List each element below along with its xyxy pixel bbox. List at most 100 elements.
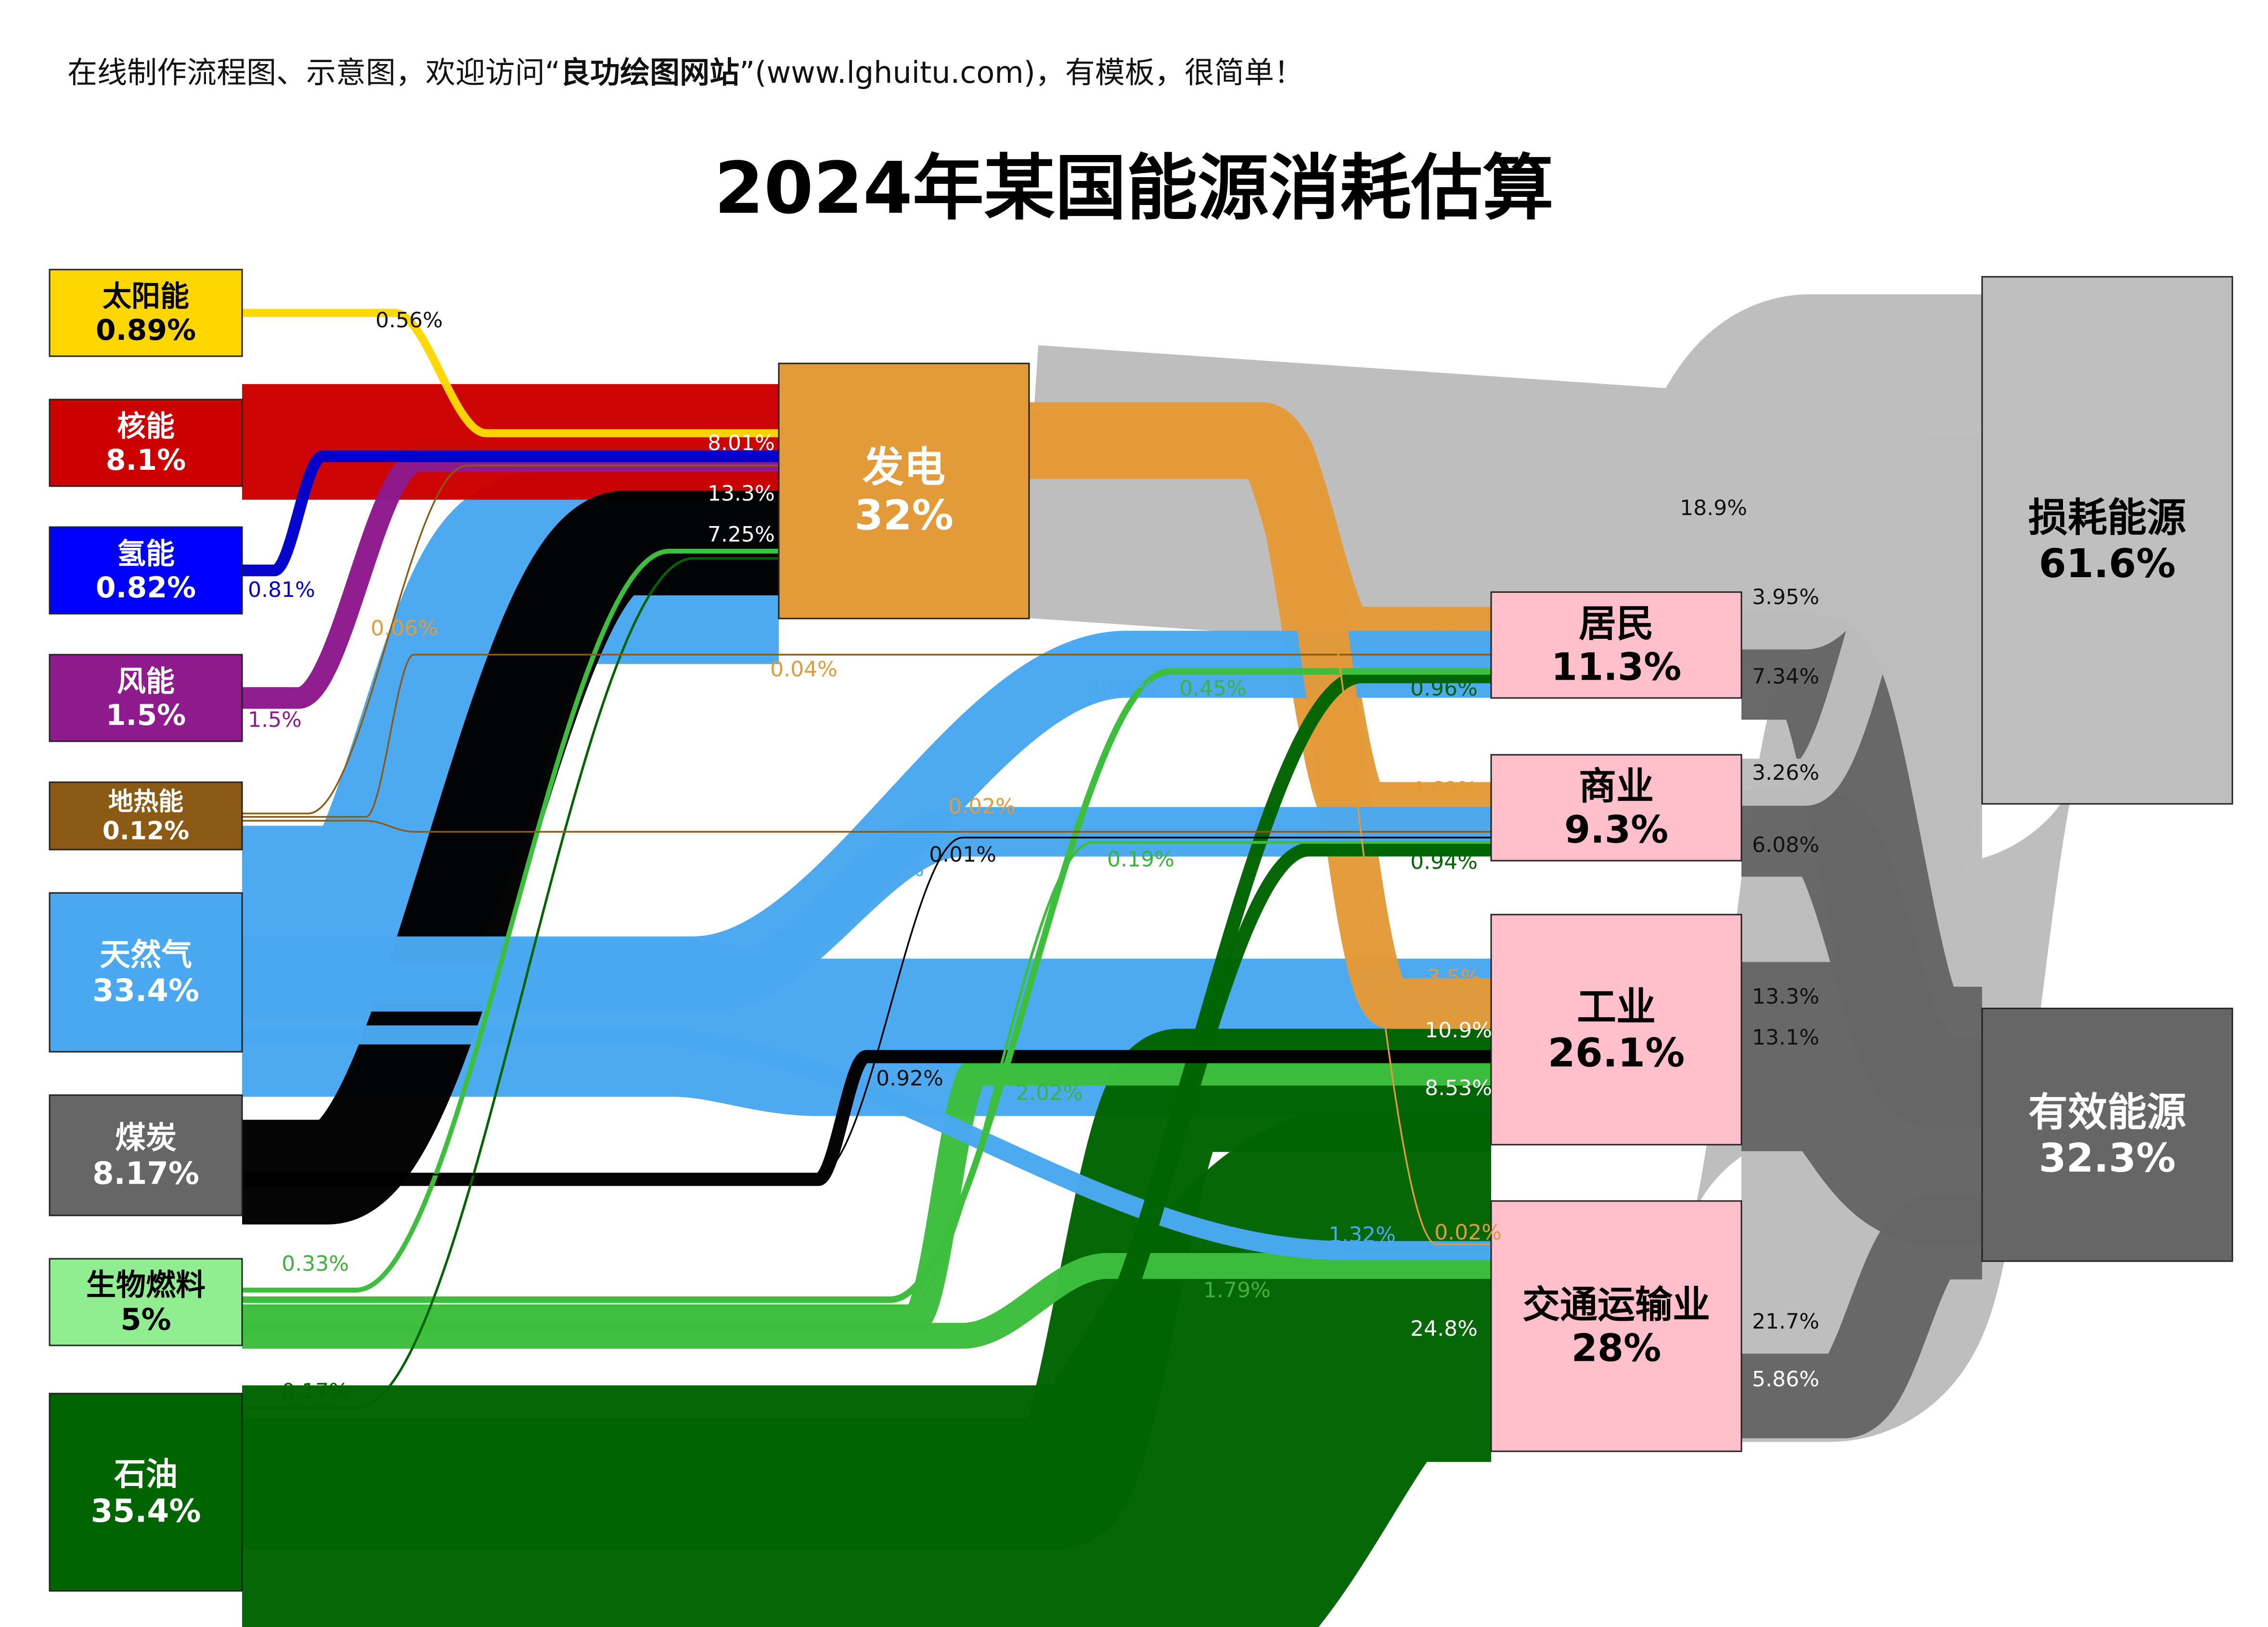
flow-label-res-useful: 7.34% xyxy=(1752,664,1819,689)
flow-label-coal-ind: 0.92% xyxy=(876,1066,943,1091)
node-label-com: 商业 xyxy=(1579,765,1654,808)
node-label-oil: 石油 xyxy=(114,1456,178,1493)
flow-label-trans-loss: 21.7% xyxy=(1752,1309,1819,1334)
flow-label-solar-power: 0.56% xyxy=(375,308,443,333)
node-hydrogen: 氢能0.82% xyxy=(49,526,243,615)
node-box-trans xyxy=(1490,1200,1742,1452)
flow-oil-power xyxy=(242,557,779,1409)
flow-label-geo-power: 0.06% xyxy=(371,616,438,641)
flow-bio-power xyxy=(242,549,779,1292)
node-box-loss xyxy=(1981,276,2233,805)
node-value-gas: 33.4% xyxy=(92,973,199,1009)
node-label-coal: 煤炭 xyxy=(115,1120,177,1156)
node-value-useful: 32.3% xyxy=(2039,1136,2176,1181)
flow-com-useful xyxy=(1741,788,1982,1127)
flow-power-ind xyxy=(1029,427,1491,1029)
node-label-solar: 太阳能 xyxy=(103,280,189,313)
flow-label-gas-res: 4.64% xyxy=(1088,676,1155,701)
node-label-ind: 工业 xyxy=(1577,984,1656,1030)
node-label-useful: 有效能源 xyxy=(2028,1090,2186,1136)
flow-bio-trans xyxy=(242,1253,1491,1349)
flow-wind-power xyxy=(242,450,779,709)
flow-label-wind-power: 1.5% xyxy=(248,708,302,732)
flow-solar-power xyxy=(242,309,779,438)
node-label-geo: 地热能 xyxy=(108,788,183,816)
node-label-nuclear: 核能 xyxy=(117,410,175,443)
flow-label-gas-power: 13.3% xyxy=(708,481,775,506)
flow-label-trans-useful: 5.86% xyxy=(1752,1367,1819,1392)
node-box-ind xyxy=(1490,914,1742,1146)
node-value-geo: 0.12% xyxy=(103,816,189,845)
flow-label-bio-ind: 2.02% xyxy=(1016,1081,1083,1105)
node-label-bio: 生物燃料 xyxy=(86,1267,206,1303)
flow-label-gas-ind: 10.9% xyxy=(1425,1018,1492,1043)
flow-label-ind-useful: 13.1% xyxy=(1752,1025,1819,1050)
node-value-res: 11.3% xyxy=(1551,646,1682,689)
node-box-nuclear xyxy=(49,399,243,487)
flow-gas-com xyxy=(242,807,1491,1012)
flow-label-hydrogen-power: 0.81% xyxy=(248,578,315,602)
flow-label-power-res: 4.96% xyxy=(1410,607,1478,631)
node-box-res xyxy=(1490,591,1742,699)
flow-label-gas-trans: 1.32% xyxy=(1328,1223,1396,1247)
node-com: 商业9.3% xyxy=(1490,754,1742,862)
node-label-loss: 损耗能源 xyxy=(2028,495,2186,541)
flow-com-loss xyxy=(1741,460,1982,806)
flow-label-geo-com: 0.02% xyxy=(948,794,1016,819)
node-value-nuclear: 8.1% xyxy=(106,443,186,477)
flow-label-bio-com: 0.19% xyxy=(1107,847,1174,872)
node-nuclear: 核能8.1% xyxy=(49,399,243,487)
flow-label-oil-ind: 8.53% xyxy=(1425,1076,1492,1100)
flow-oil-trans xyxy=(242,1104,1551,1627)
flow-label-res-loss: 3.95% xyxy=(1752,585,1819,609)
flow-label-ind-loss: 13.3% xyxy=(1752,984,1819,1009)
banner-text: 在线制作流程图、示意图，欢迎访问“良功绘图网站”(www.lghuitu.com… xyxy=(67,48,1304,91)
node-box-solar xyxy=(49,269,243,357)
node-value-wind: 1.5% xyxy=(106,698,186,732)
flow-coal-power xyxy=(242,491,779,1225)
flow-label-com-useful: 6.08% xyxy=(1752,833,1819,857)
node-label-trans: 交通运输业 xyxy=(1522,1283,1710,1327)
flow-gas-trans xyxy=(242,1025,1491,1260)
flow-label-gas-com: 3.43% xyxy=(857,857,924,881)
flow-label-oil-power: 0.17% xyxy=(282,1379,349,1404)
flow-label-coal-com: 0.01% xyxy=(929,842,996,867)
flow-label-bio-res: 0.45% xyxy=(1179,676,1247,701)
chart-title: 2024年某国能源消耗估算 xyxy=(714,147,1554,230)
node-box-com xyxy=(1490,754,1742,862)
node-value-ind: 26.1% xyxy=(1548,1030,1685,1076)
flow-bio-com xyxy=(242,841,1491,1308)
node-box-useful xyxy=(1981,1007,2233,1262)
node-label-wind: 风能 xyxy=(117,665,175,698)
flow-hydrogen-power xyxy=(242,450,779,577)
banner-site-name: 良功绘图网站 xyxy=(560,55,740,90)
flow-trans-useful xyxy=(1741,1195,1982,1438)
flow-label-oil-trans: 24.8% xyxy=(1410,1317,1478,1341)
flow-label-oil-com: 0.94% xyxy=(1410,850,1478,874)
flow-ind-useful xyxy=(1739,962,2030,1245)
flow-label-power-com: 4.69% xyxy=(1410,777,1478,802)
node-coal: 煤炭8.17% xyxy=(49,1094,243,1216)
node-value-com: 9.3% xyxy=(1564,809,1668,852)
flow-label-bio-trans: 1.79% xyxy=(1203,1278,1271,1303)
flow-gas-power xyxy=(242,472,779,1018)
flow-label-oil-res: 0.96% xyxy=(1410,676,1478,701)
node-box-gas xyxy=(49,892,243,1053)
node-value-solar: 0.89% xyxy=(96,313,196,347)
node-box-bio xyxy=(49,1258,243,1346)
banner-prefix: 在线制作流程图、示意图，欢迎访问“ xyxy=(67,55,561,90)
flow-label-com-loss: 3.26% xyxy=(1752,761,1819,785)
flow-bio-ind xyxy=(242,1056,1491,1334)
flow-geo-res xyxy=(242,654,1491,818)
